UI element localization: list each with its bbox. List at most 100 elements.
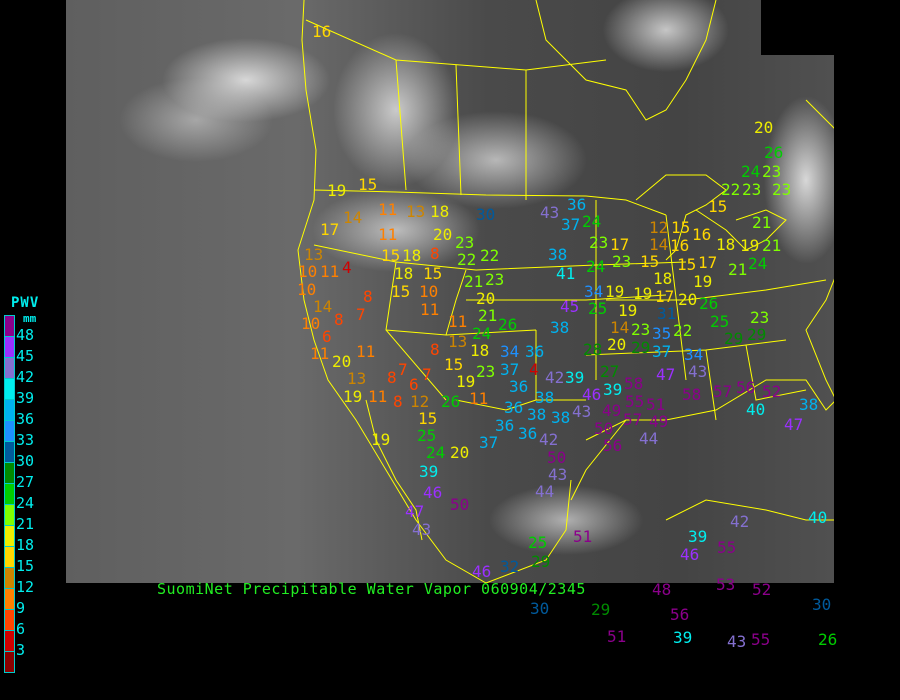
station-pwv-value: 51 xyxy=(646,395,666,414)
station-pwv-value: 56 xyxy=(736,378,756,397)
station-pwv-value: 22 xyxy=(721,180,741,199)
station-pwv-value: 29 xyxy=(747,325,767,344)
station-pwv-value: 20 xyxy=(607,335,627,354)
station-pwv-value: 26 xyxy=(441,392,461,411)
legend-tick: 42 xyxy=(16,368,35,386)
station-pwv-value: 35 xyxy=(652,324,672,343)
station-pwv-value: 11 xyxy=(310,344,330,363)
station-pwv-value: 15 xyxy=(418,409,438,428)
station-pwv-value: 16 xyxy=(670,236,690,255)
station-pwv-value: 15 xyxy=(708,197,728,216)
station-pwv-value: 8 xyxy=(334,310,344,329)
station-pwv-value: 37 xyxy=(561,215,581,234)
station-pwv-value: 19 xyxy=(618,301,638,320)
station-pwv-value: 29 xyxy=(531,552,551,571)
legend-swatch xyxy=(5,316,14,337)
station-pwv-value: 36 xyxy=(504,398,524,417)
station-pwv-value: 52 xyxy=(752,580,772,599)
station-pwv-value: 27 xyxy=(600,362,620,381)
station-pwv-value: 18 xyxy=(402,246,422,265)
legend-swatch xyxy=(5,589,14,610)
color-scale-bar xyxy=(4,315,15,673)
legend-swatch xyxy=(5,442,14,463)
station-pwv-value: 18 xyxy=(653,269,673,288)
station-pwv-value: 20 xyxy=(754,118,774,137)
station-pwv-value: 17 xyxy=(320,220,340,239)
station-pwv-value: 39 xyxy=(688,527,708,546)
legend-swatch xyxy=(5,652,14,672)
station-pwv-value: 36 xyxy=(495,416,515,435)
station-pwv-value: 17 xyxy=(655,287,675,306)
station-pwv-value: 20 xyxy=(476,289,496,308)
station-pwv-value: 19 xyxy=(327,181,347,200)
station-pwv-value: 51 xyxy=(573,527,593,546)
hudson-bay-coast xyxy=(535,0,717,121)
canada-provinces xyxy=(305,19,607,200)
legend-swatch xyxy=(5,400,14,421)
station-pwv-value: 21 xyxy=(752,213,772,232)
station-pwv-value: 23 xyxy=(612,252,632,271)
station-pwv-value: 16 xyxy=(692,225,712,244)
satellite-map xyxy=(66,0,834,583)
station-pwv-value: 38 xyxy=(548,245,568,264)
station-pwv-value: 19 xyxy=(343,387,363,406)
station-pwv-value: 15 xyxy=(358,175,378,194)
station-pwv-value: 46 xyxy=(680,545,700,564)
station-pwv-value: 56 xyxy=(603,436,623,455)
station-pwv-value: 37 xyxy=(652,342,672,361)
station-pwv-value: 36 xyxy=(525,342,545,361)
station-pwv-value: 58 xyxy=(624,374,644,393)
station-pwv-value: 13 xyxy=(347,369,367,388)
west-coastline xyxy=(297,0,487,583)
station-pwv-value: 39 xyxy=(673,628,693,647)
legend-swatch xyxy=(5,526,14,547)
station-pwv-value: 22 xyxy=(673,321,693,340)
station-pwv-value: 10 xyxy=(301,314,321,333)
station-pwv-value: 15 xyxy=(671,218,691,237)
legend-tick: 33 xyxy=(16,431,35,449)
station-pwv-value: 20 xyxy=(450,443,470,462)
station-pwv-value: 23 xyxy=(742,180,762,199)
station-pwv-value: 8 xyxy=(387,368,397,387)
station-pwv-value: 36 xyxy=(518,424,538,443)
station-pwv-value: 24 xyxy=(748,254,768,273)
station-pwv-value: 44 xyxy=(639,429,659,448)
station-pwv-value: 30 xyxy=(812,595,832,614)
station-pwv-value: 15 xyxy=(677,255,697,274)
station-pwv-value: 17 xyxy=(698,253,718,272)
legend-swatch xyxy=(5,568,14,589)
station-pwv-value: 22 xyxy=(457,250,477,269)
station-pwv-value: 7 xyxy=(422,365,432,384)
political-borders xyxy=(297,0,834,583)
station-pwv-value: 46 xyxy=(423,483,443,502)
station-pwv-value: 24 xyxy=(582,212,602,231)
station-pwv-value: 28 xyxy=(583,340,603,359)
station-pwv-value: 55 xyxy=(717,538,737,557)
station-pwv-value: 22 xyxy=(480,246,500,265)
station-pwv-value: 29 xyxy=(631,338,651,357)
station-pwv-value: 20 xyxy=(433,225,453,244)
legend-tick: 21 xyxy=(16,515,35,533)
station-pwv-value: 13 xyxy=(304,245,324,264)
station-pwv-value: 18 xyxy=(716,235,736,254)
station-pwv-value: 23 xyxy=(772,180,792,199)
station-pwv-value: 50 xyxy=(450,495,470,514)
station-pwv-value: 49 xyxy=(602,401,622,420)
station-pwv-value: 50 xyxy=(594,419,614,438)
station-pwv-value: 19 xyxy=(456,372,476,391)
station-pwv-value: 39 xyxy=(419,462,439,481)
great-lakes xyxy=(635,174,787,261)
station-pwv-value: 24 xyxy=(472,324,492,343)
station-pwv-value: 7 xyxy=(398,360,408,379)
station-pwv-value: 24 xyxy=(426,443,446,462)
legend-tick: 9 xyxy=(16,599,26,617)
station-pwv-value: 43 xyxy=(412,520,432,539)
gulf-coast xyxy=(585,99,834,441)
station-pwv-value: 15 xyxy=(640,252,660,271)
baja-peninsula xyxy=(365,399,423,541)
station-pwv-value: 6 xyxy=(409,375,419,394)
station-pwv-value: 8 xyxy=(363,287,373,306)
station-pwv-value: 14 xyxy=(649,235,669,254)
station-pwv-value: 43 xyxy=(688,362,708,381)
station-pwv-value: 23 xyxy=(589,233,609,252)
